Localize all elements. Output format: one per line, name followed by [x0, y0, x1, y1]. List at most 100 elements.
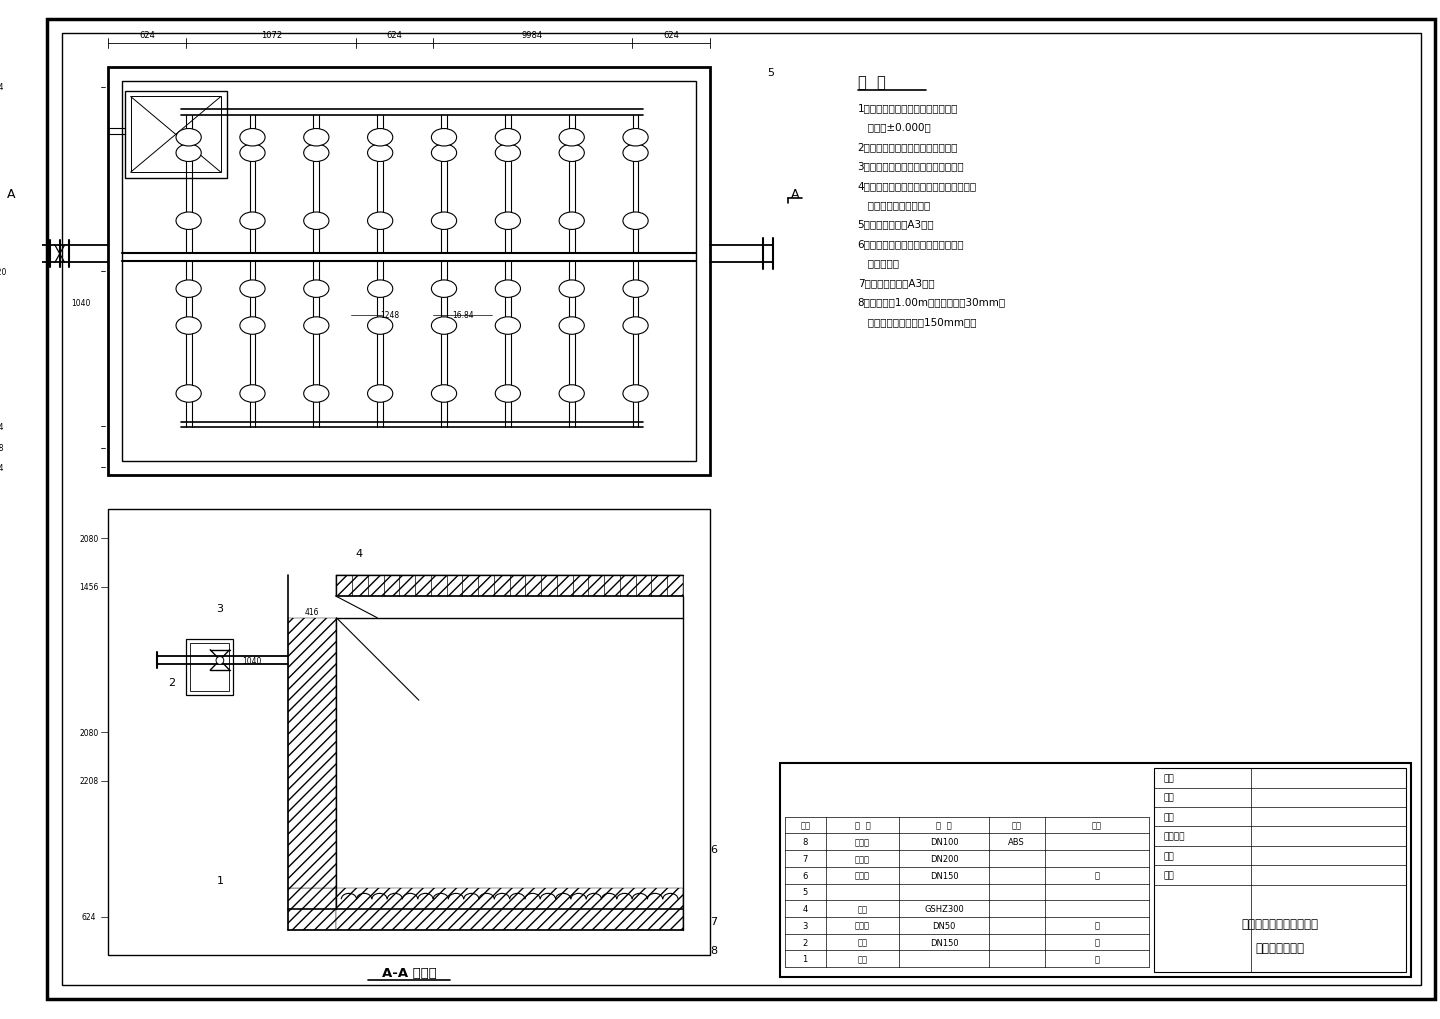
- Text: 7: 7: [802, 854, 808, 863]
- Text: 624: 624: [387, 31, 403, 40]
- Bar: [337, 576, 683, 597]
- Text: 9984: 9984: [521, 31, 543, 40]
- Text: DN50: DN50: [932, 921, 956, 930]
- Ellipse shape: [304, 385, 328, 403]
- Text: 4、进水管和出水管穿透池壁处预留套管，: 4、进水管和出水管穿透池壁处预留套管，: [858, 180, 976, 191]
- Text: 624: 624: [82, 912, 96, 921]
- Ellipse shape: [304, 213, 328, 230]
- Text: 图号: 图号: [1164, 851, 1174, 860]
- Text: ABS: ABS: [1008, 838, 1025, 847]
- Text: 584: 584: [0, 423, 4, 432]
- Bar: [122, 82, 697, 462]
- Text: 2: 2: [802, 937, 808, 947]
- Text: 铜: 铜: [1094, 871, 1099, 879]
- Text: 684: 684: [0, 84, 4, 92]
- Text: 日期: 日期: [1164, 870, 1174, 879]
- Ellipse shape: [559, 145, 585, 162]
- Ellipse shape: [624, 145, 648, 162]
- Text: 3: 3: [802, 921, 808, 930]
- Ellipse shape: [304, 129, 328, 147]
- Ellipse shape: [624, 129, 648, 147]
- Text: 5、所有钢材均为A3钢。: 5、所有钢材均为A3钢。: [858, 219, 935, 229]
- Ellipse shape: [624, 318, 648, 335]
- Bar: [1153, 768, 1405, 972]
- Ellipse shape: [624, 213, 648, 230]
- Text: 2: 2: [168, 677, 174, 687]
- Text: 7: 7: [710, 916, 717, 925]
- Ellipse shape: [176, 280, 202, 299]
- Ellipse shape: [432, 145, 456, 162]
- Ellipse shape: [367, 385, 393, 403]
- Ellipse shape: [367, 280, 393, 299]
- Text: 4: 4: [802, 904, 808, 913]
- Text: 16.84: 16.84: [452, 311, 474, 320]
- Ellipse shape: [559, 385, 585, 403]
- Ellipse shape: [559, 318, 585, 335]
- Ellipse shape: [176, 145, 202, 162]
- Circle shape: [216, 657, 223, 664]
- Bar: [190, 643, 229, 692]
- Text: A-A 剖面图: A-A 剖面图: [382, 966, 436, 979]
- Text: 708: 708: [0, 444, 4, 452]
- Text: 5: 5: [766, 68, 773, 78]
- Ellipse shape: [240, 145, 265, 162]
- Ellipse shape: [432, 385, 456, 403]
- Ellipse shape: [176, 213, 202, 230]
- Text: 调节池平剖面图: 调节池平剖面图: [1256, 942, 1305, 954]
- Text: 曝气管: 曝气管: [855, 838, 870, 847]
- Ellipse shape: [559, 280, 585, 299]
- Ellipse shape: [624, 280, 648, 299]
- Text: 焊接角钢处预埋钢板。: 焊接角钢处预埋钢板。: [858, 200, 930, 210]
- Bar: [337, 888, 683, 930]
- Text: 8: 8: [710, 945, 717, 955]
- Text: 洗涤剂废水生物处理工程: 洗涤剂废水生物处理工程: [1241, 917, 1319, 930]
- Text: 7、所有钢材均为A3钢。: 7、所有钢材均为A3钢。: [858, 277, 935, 287]
- Ellipse shape: [495, 129, 520, 147]
- Text: 套管: 套管: [857, 904, 867, 913]
- Text: 1: 1: [216, 875, 223, 884]
- Text: 材质: 材质: [1012, 820, 1022, 829]
- Text: 4: 4: [356, 548, 363, 558]
- Bar: [186, 640, 232, 696]
- Ellipse shape: [176, 318, 202, 335]
- Text: 3: 3: [216, 603, 223, 613]
- Ellipse shape: [176, 129, 202, 147]
- Bar: [131, 98, 220, 173]
- Text: DN100: DN100: [930, 838, 958, 847]
- Ellipse shape: [240, 213, 265, 230]
- Text: 名  称: 名 称: [854, 820, 870, 829]
- Text: 出水管: 出水管: [855, 871, 870, 879]
- Text: 8: 8: [802, 838, 808, 847]
- Ellipse shape: [367, 213, 393, 230]
- Text: 1040: 1040: [242, 656, 262, 665]
- Text: 6: 6: [802, 871, 808, 879]
- Text: 5: 5: [802, 888, 808, 897]
- Ellipse shape: [495, 385, 520, 403]
- Text: 6、进水管、出水管、排泥穿池壁处均: 6、进水管、出水管、排泥穿池壁处均: [858, 238, 965, 249]
- Ellipse shape: [304, 145, 328, 162]
- Ellipse shape: [432, 280, 456, 299]
- Text: 规  格: 规 格: [936, 820, 952, 829]
- Text: 2、调节池结构为钢筋混凝土结构。: 2、调节池结构为钢筋混凝土结构。: [858, 142, 958, 152]
- Text: 预留套管。: 预留套管。: [858, 258, 899, 268]
- Text: A: A: [791, 187, 799, 201]
- Bar: [288, 619, 337, 888]
- Text: 2080: 2080: [79, 728, 98, 737]
- Text: 说  明: 说 明: [858, 75, 886, 91]
- Text: DN150: DN150: [930, 937, 958, 947]
- Ellipse shape: [432, 318, 456, 335]
- Text: 铜: 铜: [1094, 955, 1099, 963]
- Text: 备注: 备注: [1092, 820, 1102, 829]
- Ellipse shape: [495, 213, 520, 230]
- Ellipse shape: [304, 318, 328, 335]
- Text: 1072: 1072: [261, 31, 282, 40]
- Text: 1: 1: [802, 955, 808, 963]
- Text: 5020: 5020: [0, 267, 6, 276]
- Ellipse shape: [367, 145, 393, 162]
- Text: 标高为±0.000。: 标高为±0.000。: [858, 122, 930, 132]
- Ellipse shape: [559, 213, 585, 230]
- Text: GSHZ300: GSHZ300: [924, 904, 963, 913]
- Text: 624: 624: [664, 31, 680, 40]
- Ellipse shape: [304, 280, 328, 299]
- Text: 6: 6: [710, 844, 717, 854]
